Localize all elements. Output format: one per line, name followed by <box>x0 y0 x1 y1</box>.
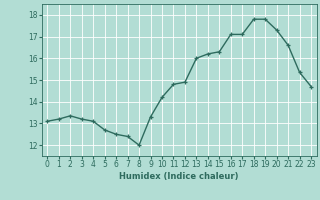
X-axis label: Humidex (Indice chaleur): Humidex (Indice chaleur) <box>119 172 239 181</box>
